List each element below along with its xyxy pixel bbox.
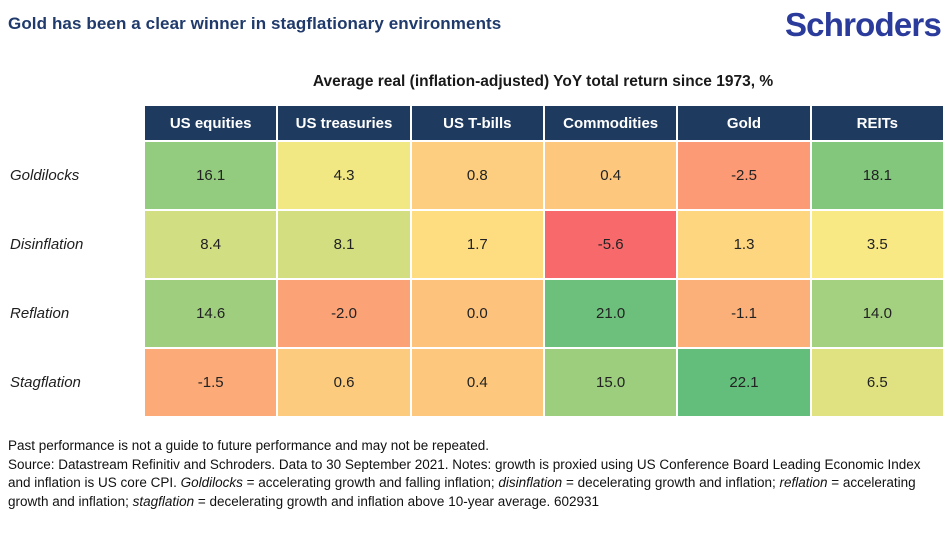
heatmap-cell: -2.0 — [278, 280, 410, 347]
source-text-segment: = decelerating growth and inflation; — [562, 475, 780, 491]
heatmap-cell: 1.7 — [411, 211, 543, 278]
row-label: Disinflation — [8, 211, 143, 278]
source-text-segment: Source: Datastream Refinitiv and Schrode… — [8, 457, 921, 491]
heatmap-cell: 14.6 — [145, 280, 277, 347]
heatmap-table: US equities US treasuries US T-bills Commod… — [8, 106, 943, 416]
heatmap-cell: -2.5 — [678, 142, 810, 209]
heatmap-cell: 21.0 — [544, 280, 677, 347]
heatmap-cell: 0.8 — [411, 142, 543, 209]
page-title: Gold has been a clear winner in stagflat… — [8, 14, 502, 33]
column-header: US treasuries — [278, 106, 410, 140]
heatmap-cell: -1.1 — [678, 280, 810, 347]
column-header: Gold — [678, 106, 810, 140]
column-header: Commodities — [544, 106, 677, 140]
table-corner — [8, 106, 143, 140]
heatmap-cell: -1.5 — [145, 349, 277, 416]
heatmap-cell: 1.3 — [678, 211, 810, 278]
heatmap-cell: 0.0 — [411, 280, 543, 347]
column-header: US T-bills — [411, 106, 543, 140]
heatmap-cell: 16.1 — [145, 142, 277, 209]
source-text-segment: Goldilocks — [180, 475, 243, 491]
heatmap-cell: 15.0 — [544, 349, 677, 416]
heatmap-cell: 14.0 — [811, 280, 943, 347]
row-label: Goldilocks — [8, 142, 143, 209]
chart-title: Average real (inflation-adjusted) YoY to… — [312, 73, 774, 90]
heatmap-cell: 18.1 — [811, 142, 943, 209]
source-text-segment: = accelerating growth and falling inflat… — [242, 475, 499, 491]
row-label: Stagflation — [8, 349, 143, 416]
source-text-segment: stagflation — [132, 493, 195, 509]
heatmap-cell: 3.5 — [811, 211, 943, 278]
heatmap-cell: 6.5 — [811, 349, 943, 416]
heatmap-cell: 8.1 — [278, 211, 410, 278]
source-text: Source: Datastream Refinitiv and Schrode… — [8, 456, 946, 511]
heatmap-cell: 22.1 — [678, 349, 810, 416]
column-header: US equities — [145, 106, 277, 140]
source-text-segment: reflation — [779, 475, 828, 491]
heatmap-cell: 0.4 — [544, 142, 677, 209]
brand-logo: Schroders — [784, 6, 942, 43]
source-text-segment: = decelerating growth and inflation abov… — [194, 493, 600, 509]
heatmap-cell: 8.4 — [145, 211, 277, 278]
heatmap-cell: 4.3 — [278, 142, 410, 209]
source-text-segment: = accelerating growth and inflation; — [8, 475, 916, 509]
column-header: REITs — [811, 106, 943, 140]
heatmap-cell: -5.6 — [544, 211, 677, 278]
heatmap-cell: 0.6 — [278, 349, 410, 416]
header-bar: Gold has been a clear winner in stagflat… — [8, 8, 943, 41]
row-label: Reflation — [8, 280, 143, 347]
heatmap-cell: 0.4 — [411, 349, 543, 416]
disclaimer-text: Past performance is not a guide to futur… — [8, 438, 490, 453]
source-text-segment: disinflation — [498, 475, 563, 491]
